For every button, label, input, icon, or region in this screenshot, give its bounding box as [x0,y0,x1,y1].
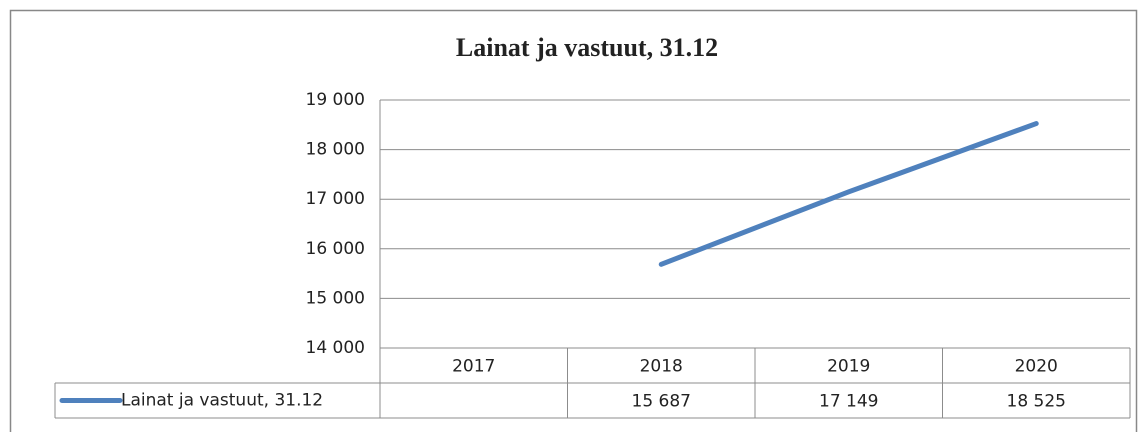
chart-title: Lainat ja vastuut, 31.12 [456,33,718,62]
data-table-value: 15 687 [632,392,691,412]
y-tick-label: 18 000 [306,140,365,160]
x-tick-label: 2019 [827,357,870,377]
data-table-value: 17 149 [819,392,878,412]
x-tick-label: 2020 [1015,357,1058,377]
y-tick-label: 17 000 [306,189,365,209]
y-tick-label: 15 000 [306,288,365,308]
y-tick-label: 16 000 [306,239,365,259]
data-table-value: 18 525 [1007,392,1066,412]
y-tick-label: 19 000 [306,90,365,110]
y-tick-label: 14 000 [306,338,365,358]
chart-frame [9,9,1138,432]
x-tick-label: 2018 [640,357,683,377]
data-line [658,121,1039,267]
x-tick-label: 2017 [452,357,495,377]
legend-label: Lainat ja vastuut, 31.12 [121,391,323,411]
